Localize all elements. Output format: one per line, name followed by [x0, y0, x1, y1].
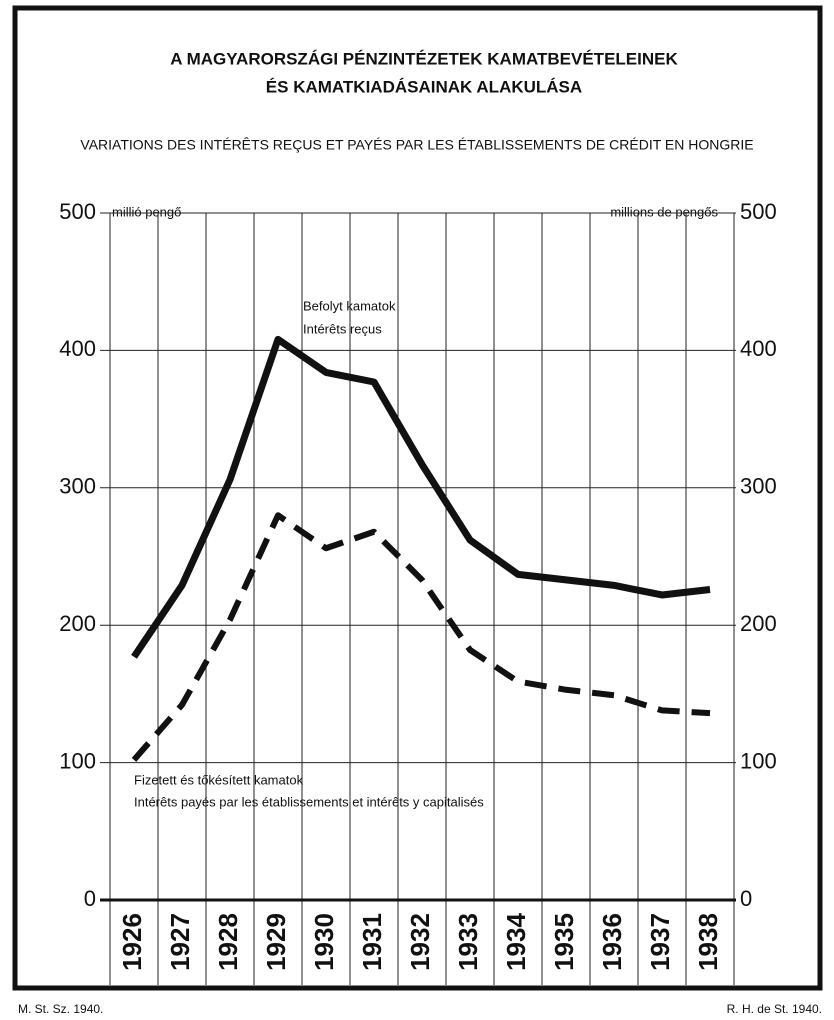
series-label: Befolyt kamatok: [303, 298, 396, 313]
x-tick-label: 1938: [693, 913, 723, 971]
chart-title: A MAGYARORSZÁGI PÉNZINTÉZETEK KAMATBEVÉT…: [170, 49, 678, 68]
footer: M. St. Sz. 1940.: [18, 1002, 103, 1016]
chart-subtitle: VARIATIONS DES INTÉRÊTS REÇUS ET PAYÉS P…: [80, 137, 753, 153]
footer: R. H. de St. 1940.: [727, 1002, 822, 1016]
y-tick-label: 400: [59, 336, 96, 361]
y-tick-label: 0: [84, 886, 96, 911]
series-label: Intérêts reçus: [303, 321, 382, 336]
series-line: [131, 335, 711, 659]
x-tick-label: 1926: [117, 913, 147, 971]
x-tick-label: 1928: [213, 913, 243, 971]
x-tick-label: 1927: [165, 913, 195, 971]
x-tick-label: 1929: [261, 913, 291, 971]
x-tick-label: 1934: [501, 913, 531, 971]
frame: [12, 5, 823, 991]
y-axis-label: millió pengő: [112, 204, 181, 219]
chart-title: ÉS KAMATKIADÁSAINAK ALAKULÁSA: [266, 77, 582, 96]
y2-tick-label: 500: [740, 199, 777, 224]
x-tick-label: 1931: [357, 913, 387, 971]
y2-axis-label: millions de pengős: [610, 204, 718, 219]
x-tick-label: 1930: [309, 913, 339, 971]
series-line: [131, 512, 711, 762]
x-tick-label: 1936: [597, 913, 627, 971]
y2-tick-label: 200: [740, 611, 777, 636]
y2-tick-label: 300: [740, 474, 777, 499]
y2-tick-label: 0: [740, 886, 752, 911]
y-tick-label: 500: [59, 199, 96, 224]
y2-tick-label: 400: [740, 336, 777, 361]
y-tick-label: 100: [59, 748, 96, 773]
y-tick-label: 300: [59, 474, 96, 499]
series-label: Fizetett és tőkésített kamatok: [134, 772, 304, 787]
x-tick-label: 1932: [405, 913, 435, 971]
x-tick-label: 1937: [645, 913, 675, 971]
y-tick-label: 200: [59, 611, 96, 636]
x-tick-label: 1933: [453, 913, 483, 971]
series-label: Intérêts payés par les établissements et…: [134, 794, 484, 809]
y2-tick-label: 100: [740, 748, 777, 773]
x-tick-label: 1935: [549, 913, 579, 971]
